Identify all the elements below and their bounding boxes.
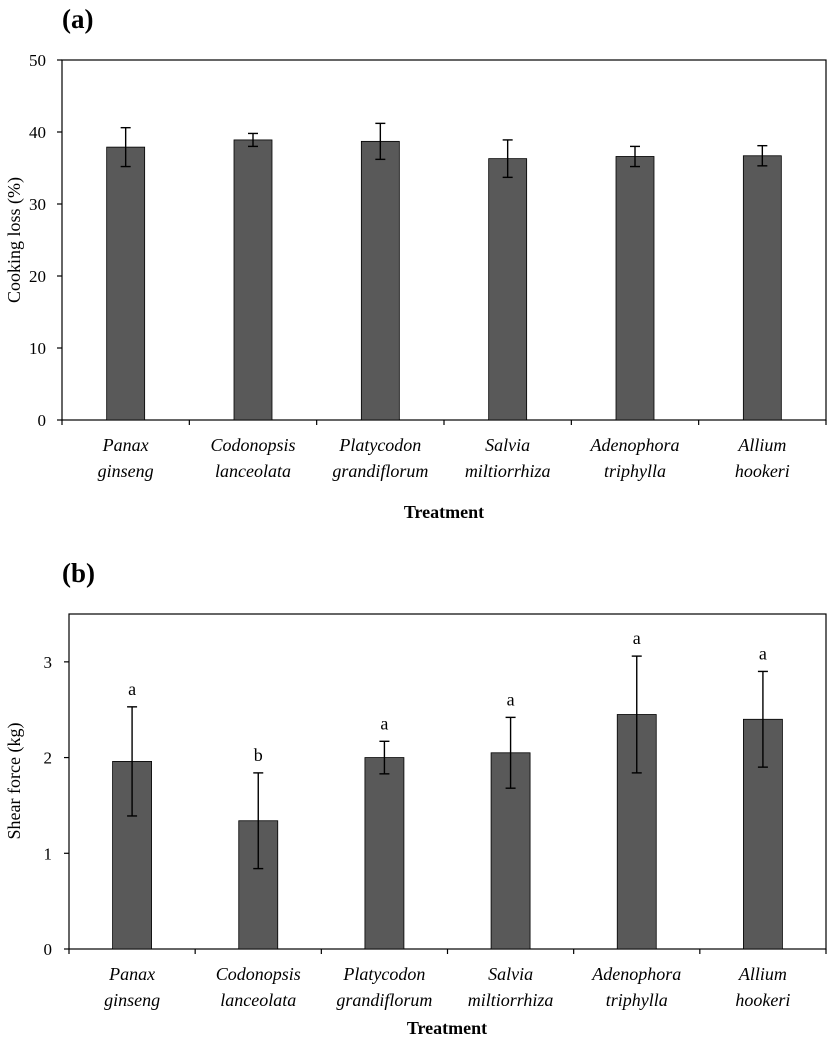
panel-b-y-tick-label-0: 0: [44, 940, 53, 959]
panel-b-error-bar-3: [505, 716, 516, 789]
panel-b-category-label-2-line2: grandiflorum: [336, 990, 432, 1010]
panel-b-plot-area: [68, 613, 827, 950]
panel-a-category-label-2-line2: grandiflorum: [332, 461, 428, 481]
panel-b-x-axis-label: Treatment: [407, 1018, 487, 1038]
panel-b-y-axis-label: Shear force (kg): [4, 723, 25, 840]
panel-a-error-bar-0: [120, 126, 131, 168]
panel-a-category-label-3-line1: Salvia: [485, 435, 530, 455]
panel-a-category-label-4-line1: Adenophora: [590, 435, 680, 455]
panel-b-significance-label-1: b: [254, 745, 263, 765]
panel-b-y-tick-label-3: 3: [44, 653, 53, 672]
panel-b-category-label-0-line2: ginseng: [104, 990, 160, 1010]
panel-b-marks: 0 1 2 3 a Panax ginseng b Codonopsis lanceolata a P…: [44, 628, 827, 1010]
panel-b-error-bar-5: [757, 670, 768, 768]
panel-b-category-label-5-line1: Allium: [738, 964, 787, 984]
panel-a: (a) Cooking loss (%) Treatment 0 10 20 30 40…: [4, 4, 827, 522]
panel-a-label: (a): [62, 4, 93, 34]
panel-a-y-tick-label-0: 0: [38, 411, 47, 430]
panel-a-category-label-3-line2: miltiorrhiza: [465, 461, 551, 481]
panel-a-category-label-4-line2: triphylla: [604, 461, 666, 481]
panel-a-category-label-2-line1: Platycodon: [338, 435, 421, 455]
panel-b-category-label-2-line1: Platycodon: [342, 964, 425, 984]
panel-a-category-label-5-line1: Allium: [737, 435, 786, 455]
panel-a-y-tick-label-3: 30: [29, 195, 46, 214]
panel-b-category-label-1-line2: lanceolata: [220, 990, 296, 1010]
panel-b-category-label-3-line1: Salvia: [488, 964, 533, 984]
panel-b-category-label-4-line2: triphylla: [606, 990, 668, 1010]
panel-a-category-label-0-line2: ginseng: [98, 461, 154, 481]
panel-b-label: (b): [62, 558, 95, 588]
panel-b-error-bar-1: [253, 772, 264, 870]
panel-b-error-bar-4: [631, 655, 642, 774]
panel-b-significance-label-4: a: [633, 628, 641, 648]
panel-b-category-label-4-line1: Adenophora: [591, 964, 681, 984]
panel-b-significance-label-3: a: [507, 689, 515, 709]
panel-a-x-axis-label: Treatment: [404, 502, 484, 522]
panel-b-significance-label-2: a: [380, 713, 388, 733]
panel-a-bar-3: [488, 158, 528, 421]
panel-a-y-tick-label-5: 50: [29, 51, 46, 70]
panel-b-category-label-1-line1: Codonopsis: [216, 964, 301, 984]
panel-a-bar-0: [106, 146, 146, 421]
panel-a-category-label-1-line1: Codonopsis: [210, 435, 295, 455]
panel-a-error-bar-2: [375, 122, 386, 161]
panel-b: (b) Shear force (kg) Treatment 0 1 2 3 a Pana…: [4, 558, 827, 1038]
panel-b-y-tick-label-2: 2: [44, 749, 53, 768]
panel-a-error-bar-4: [630, 145, 640, 168]
panel-a-category-label-0-line1: Panax: [102, 435, 149, 455]
panel-b-category-label-3-line2: miltiorrhiza: [468, 990, 554, 1010]
panel-b-significance-label-0: a: [128, 679, 136, 699]
panel-b-bar-2: [364, 757, 405, 950]
panel-b-category-label-0-line1: Panax: [108, 964, 155, 984]
panel-a-bar-4: [615, 156, 655, 421]
panel-b-y-tick-label-1: 1: [44, 844, 53, 863]
panel-a-y-tick-label-2: 20: [29, 267, 46, 286]
panel-b-error-bar-0: [127, 706, 138, 817]
panel-a-plot-area: [61, 59, 827, 421]
panel-a-category-label-5-line2: hookeri: [735, 461, 790, 481]
panel-b-significance-label-5: a: [759, 643, 767, 663]
panel-a-error-bar-3: [502, 139, 513, 179]
panel-a-bar-5: [742, 155, 782, 421]
panel-a-error-bar-1: [248, 132, 258, 148]
panel-b-error-bar-2: [379, 740, 390, 775]
panel-a-bar-2: [360, 140, 400, 421]
panel-a-y-tick-label-1: 10: [29, 339, 46, 358]
panel-a-marks: 0 10 20 30 40 50 Panax ginseng Codonopsis lanceol…: [29, 51, 827, 481]
panel-a-category-label-1-line2: lanceolata: [215, 461, 291, 481]
panel-a-y-tick-label-4: 40: [29, 123, 46, 142]
panel-a-y-axis-label: Cooking loss (%): [4, 177, 25, 303]
panel-b-category-label-5-line2: hookeri: [735, 990, 790, 1010]
panel-a-bar-1: [233, 139, 273, 421]
panel-a-error-bar-5: [757, 144, 768, 167]
